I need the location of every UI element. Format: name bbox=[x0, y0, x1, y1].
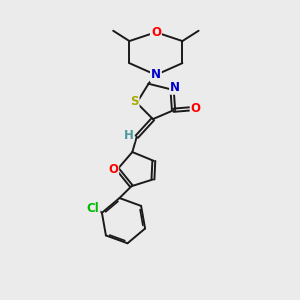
Text: O: O bbox=[151, 26, 161, 39]
Text: N: N bbox=[170, 81, 180, 94]
Text: O: O bbox=[108, 163, 118, 176]
Text: N: N bbox=[151, 68, 161, 81]
Text: O: O bbox=[190, 102, 201, 115]
Text: H: H bbox=[124, 129, 134, 142]
Text: S: S bbox=[130, 95, 139, 108]
Text: Cl: Cl bbox=[87, 202, 100, 215]
